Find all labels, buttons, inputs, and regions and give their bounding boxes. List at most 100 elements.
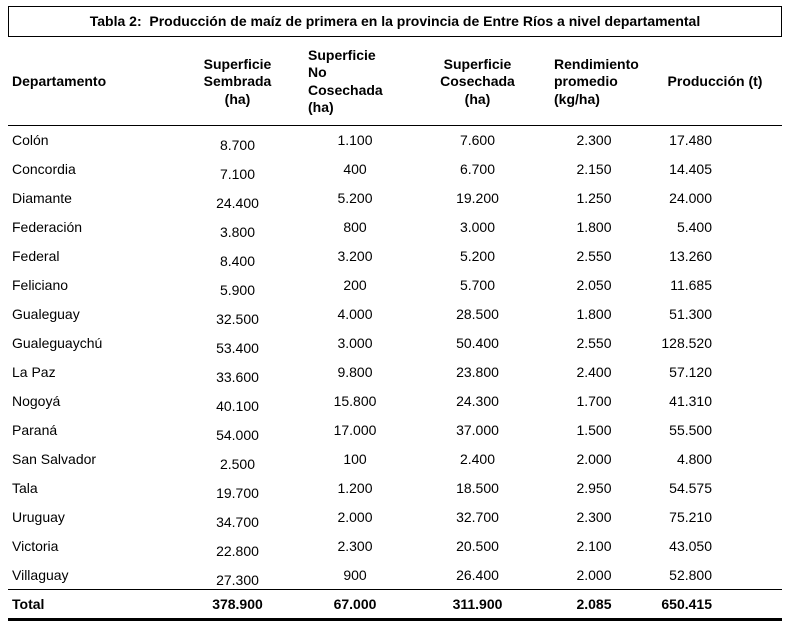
value-cell: 2.550 <box>576 334 612 351</box>
value-cell: 5.200 <box>459 247 496 264</box>
department-cell: Gualeguaychú <box>12 334 103 351</box>
value-cell: 5.400 <box>676 218 712 235</box>
table-row: Uruguay 34.700 2.000 32.700 2.300 75.210 <box>8 502 782 531</box>
table-row: Nogoyá 40.100 15.800 24.300 1.700 41.310 <box>8 386 782 415</box>
value-cell: 1.800 <box>576 218 612 235</box>
value-cell: 3.000 <box>459 218 496 235</box>
table-header: Departamento Superficie Sembrada (ha) Su… <box>8 36 782 126</box>
value-cell: 17.480 <box>669 132 712 149</box>
value-cell: 2.000 <box>576 450 612 467</box>
value-cell: 24.400 <box>216 194 259 211</box>
value-cell: 2.300 <box>576 508 612 525</box>
column-header-departamento: Departamento <box>8 36 180 126</box>
total-rendimiento-cell: 2.085 <box>540 588 648 621</box>
table-row: Concordia 7.100 400 6.700 2.150 14.405 <box>8 154 782 183</box>
value-cell: 19.200 <box>456 189 499 206</box>
value-cell: 2.300 <box>576 132 612 149</box>
value-cell: 41.310 <box>669 392 712 409</box>
value-cell: 200 <box>343 276 367 293</box>
value-cell: 1.800 <box>576 305 612 322</box>
department-cell: Colón <box>12 132 49 149</box>
department-cell: Feliciano <box>12 276 69 293</box>
value-cell: 22.800 <box>216 542 259 559</box>
value-cell: 100 <box>343 450 367 467</box>
department-cell: Tala <box>12 479 38 496</box>
value-cell: 32.700 <box>456 508 499 525</box>
department-cell: Victoria <box>12 537 59 554</box>
total-no-cosechada-cell: 67.000 <box>295 588 415 621</box>
value-cell: 7.600 <box>459 132 496 149</box>
value-cell: 1.100 <box>337 132 373 149</box>
table-row: Victoria 22.800 2.300 20.500 2.100 43.050 <box>8 531 782 560</box>
value-cell: 53.400 <box>216 339 259 356</box>
value-cell: 8.700 <box>219 137 256 154</box>
value-cell: 34.700 <box>216 513 259 530</box>
table-row: Federal 8.400 3.200 5.200 2.550 13.260 <box>8 241 782 270</box>
value-cell: 128.520 <box>661 334 712 351</box>
value-cell: 1.500 <box>576 421 612 438</box>
value-cell: 15.800 <box>333 392 377 409</box>
table-row: Gualeguay 32.500 4.000 28.500 1.800 51.300 <box>8 299 782 328</box>
value-cell: 28.500 <box>456 305 499 322</box>
value-cell: 1.200 <box>337 479 373 496</box>
value-cell: 3.000 <box>337 334 373 351</box>
value-cell: 14.405 <box>669 160 712 177</box>
value-cell: 27.300 <box>216 571 259 588</box>
value-cell: 5.700 <box>459 276 496 293</box>
department-cell: Federación <box>12 218 83 235</box>
table-row: Federación 3.800 800 3.000 1.800 5.400 <box>8 212 782 241</box>
production-table: Departamento Superficie Sembrada (ha) Su… <box>8 36 782 621</box>
value-cell: 54.575 <box>669 479 712 496</box>
value-cell: 2.950 <box>576 479 612 496</box>
department-cell: La Paz <box>12 363 56 380</box>
value-cell: 20.500 <box>456 537 499 554</box>
value-cell: 19.700 <box>216 484 259 501</box>
total-produccion-cell: 650.415 <box>648 588 782 621</box>
value-cell: 4.000 <box>337 305 373 322</box>
value-cell: 75.210 <box>669 508 712 525</box>
value-cell: 37.000 <box>456 421 499 438</box>
value-cell: 2.550 <box>576 247 612 264</box>
value-cell: 54.000 <box>216 426 259 443</box>
value-cell: 2.050 <box>576 276 612 293</box>
value-cell: 26.400 <box>456 566 499 583</box>
value-cell: 2.100 <box>576 537 612 554</box>
value-cell: 4.800 <box>676 450 712 467</box>
table-row: Colón 8.700 1.100 7.600 2.300 17.480 <box>8 125 782 154</box>
value-cell: 43.050 <box>669 537 712 554</box>
value-cell: 8.400 <box>219 252 256 269</box>
total-cosechada-cell: 311.900 <box>415 588 540 621</box>
department-cell: Gualeguay <box>12 305 80 322</box>
table-row: Diamante 24.400 5.200 19.200 1.250 24.000 <box>8 183 782 212</box>
total-sembrada-cell: 378.900 <box>180 588 295 621</box>
value-cell: 33.600 <box>216 368 259 385</box>
value-cell: 32.500 <box>216 310 259 327</box>
value-cell: 50.400 <box>456 334 499 351</box>
column-header-rendimiento-promedio: Rendimiento promedio (kg/ha) <box>540 36 648 126</box>
table-row: La Paz 33.600 9.800 23.800 2.400 57.120 <box>8 357 782 386</box>
value-cell: 2.500 <box>219 455 256 472</box>
table-row: San Salvador 2.500 100 2.400 2.000 4.800 <box>8 444 782 473</box>
value-cell: 52.800 <box>669 566 712 583</box>
value-cell: 11.685 <box>670 276 712 293</box>
value-cell: 23.800 <box>456 363 499 380</box>
column-header-produccion: Producción (t) <box>648 36 782 126</box>
value-cell: 2.150 <box>576 160 612 177</box>
value-cell: 40.100 <box>216 397 259 414</box>
value-cell: 1.700 <box>576 392 612 409</box>
department-cell: Diamante <box>12 189 72 206</box>
column-header-superficie-cosechada: Superficie Cosechada (ha) <box>415 36 540 126</box>
value-cell: 900 <box>343 566 367 583</box>
value-cell: 7.100 <box>219 165 256 182</box>
table-row: Paraná 54.000 17.000 37.000 1.500 55.500 <box>8 415 782 444</box>
header-row: Departamento Superficie Sembrada (ha) Su… <box>8 36 782 126</box>
total-label-cell: Total <box>8 588 180 621</box>
value-cell: 18.500 <box>456 479 499 496</box>
total-row: Total 378.900 67.000 311.900 2.085 650.4… <box>8 588 782 621</box>
department-cell: Nogoyá <box>12 392 61 409</box>
value-cell: 9.800 <box>337 363 373 380</box>
table-row: Gualeguaychú 53.400 3.000 50.400 2.550 128.52… <box>8 328 782 357</box>
table-title: Tabla 2: Producción de maíz de primera e… <box>8 6 782 37</box>
department-cell: Villaguay <box>12 566 69 583</box>
